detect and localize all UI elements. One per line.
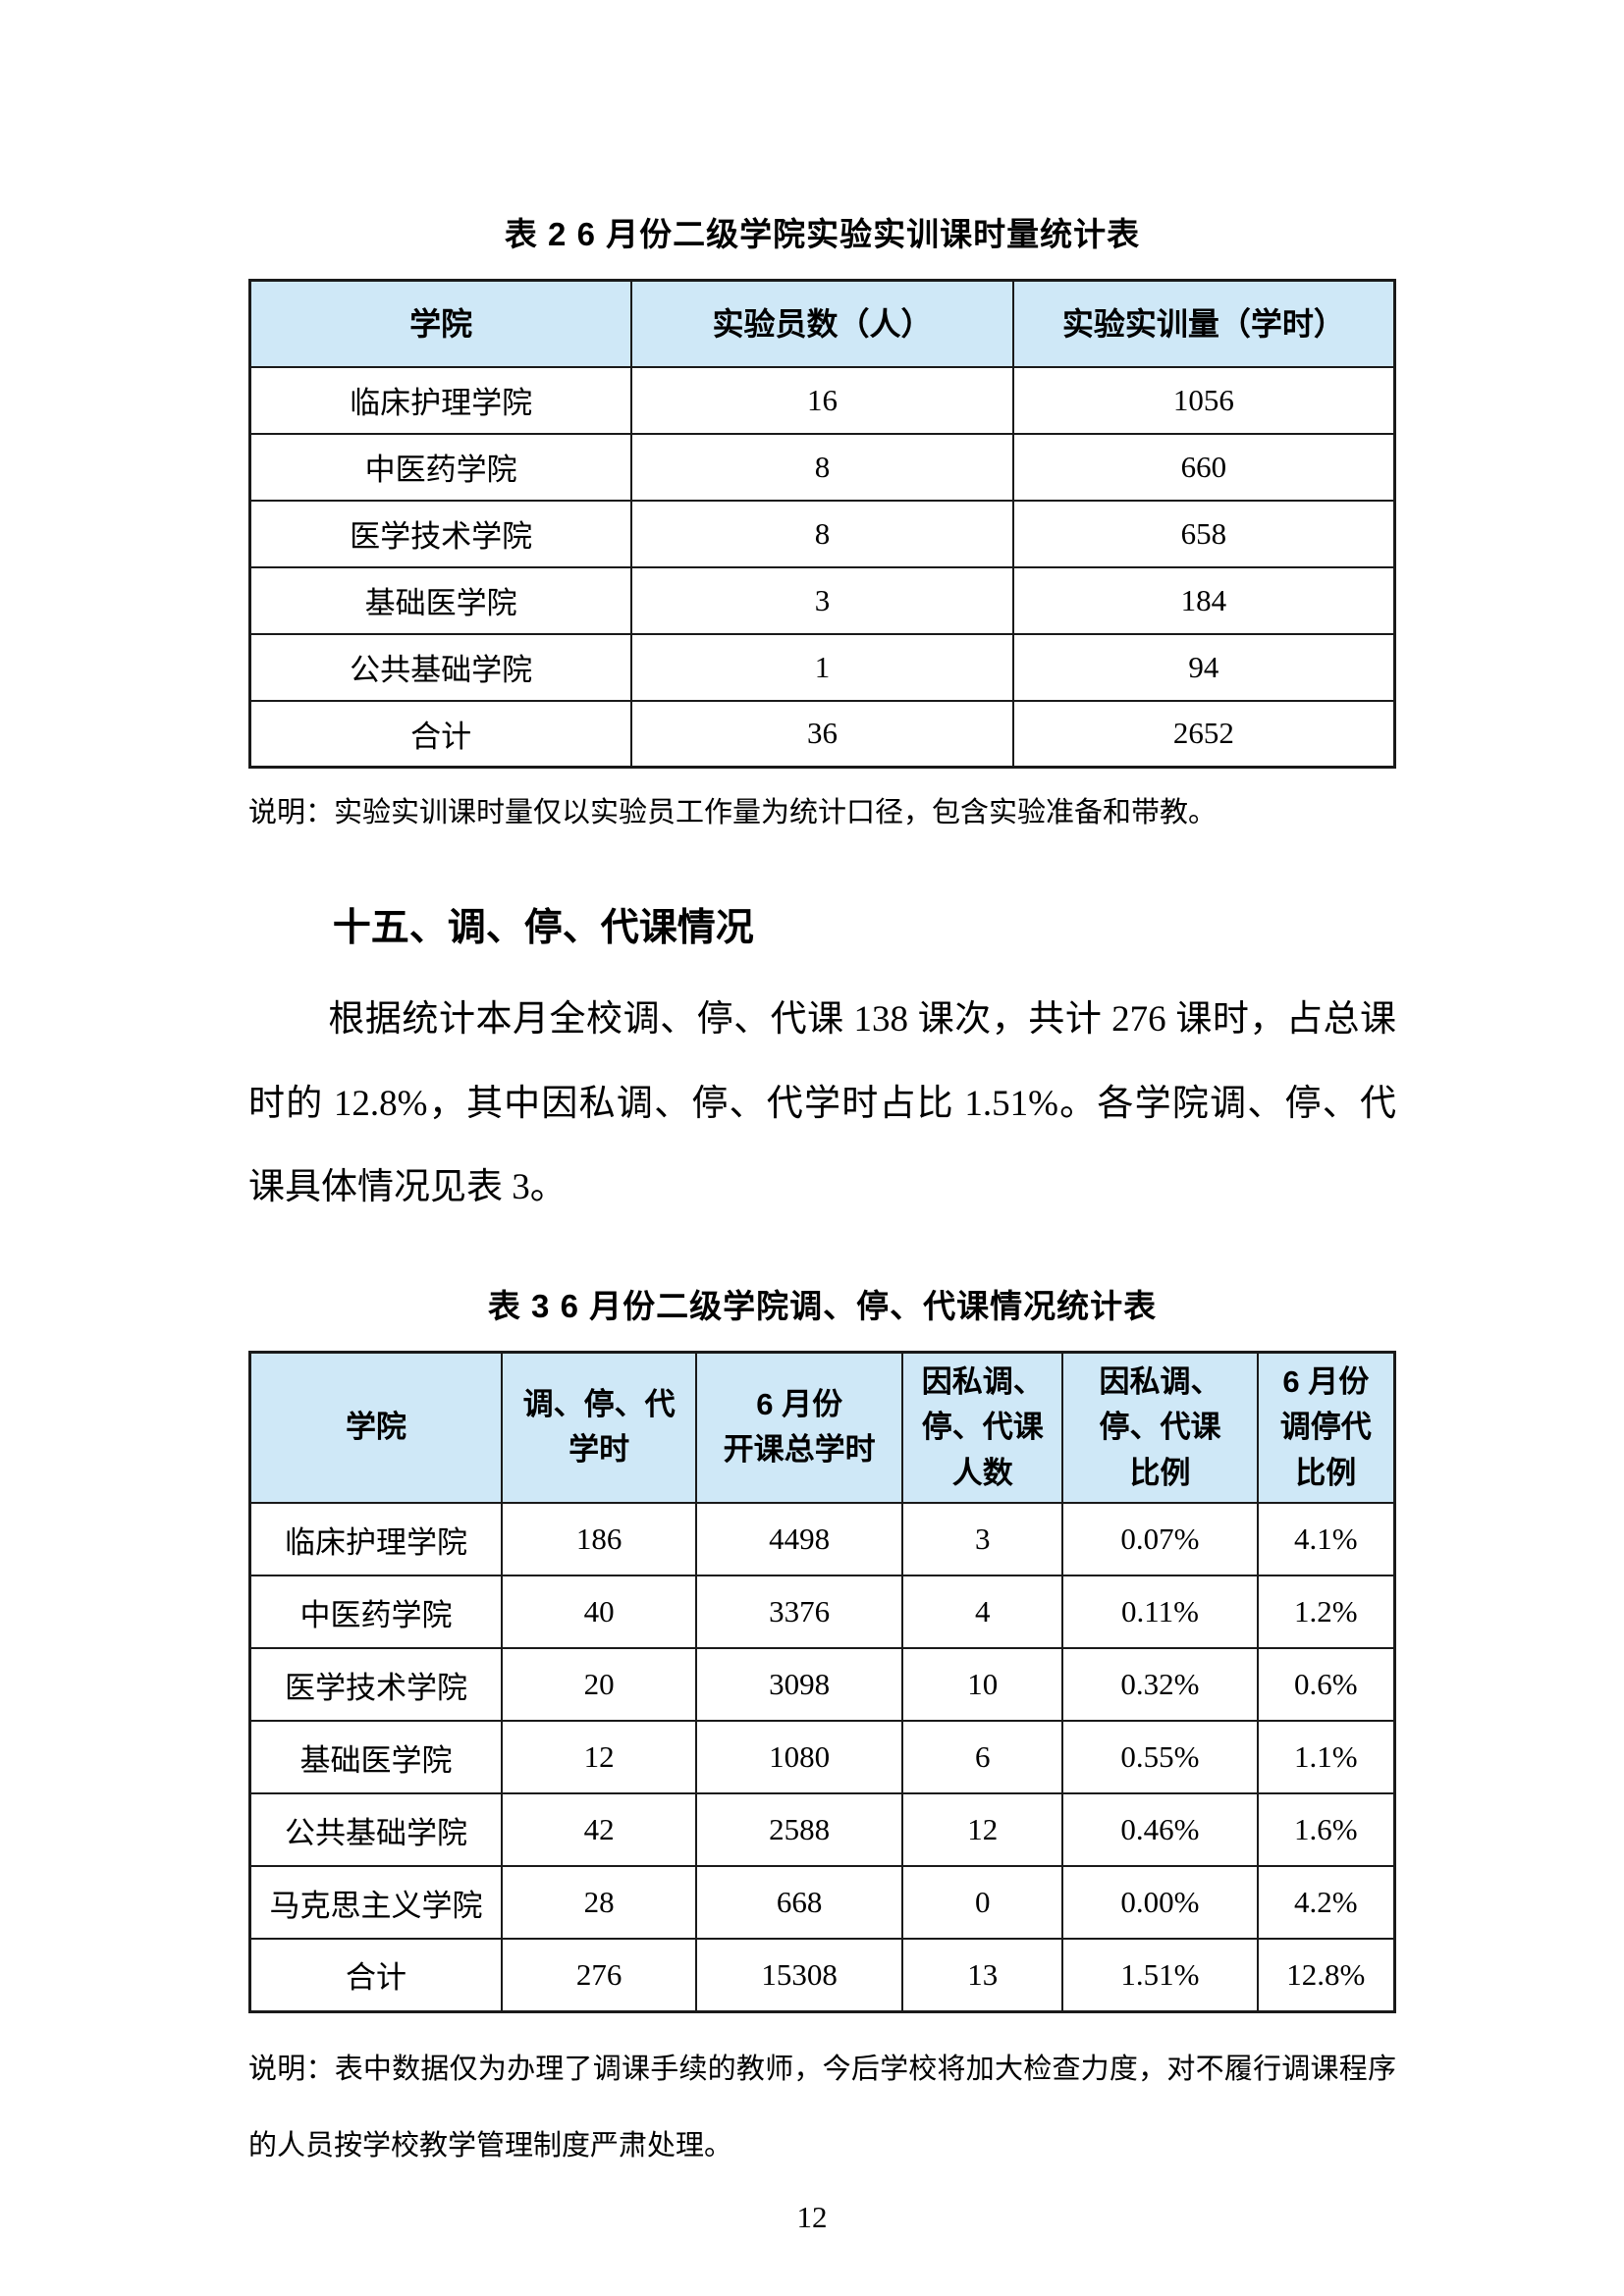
table-row: 基础医学院 12 1080 6 0.55% 1.1% bbox=[248, 1720, 1396, 1795]
column-header: 学院 bbox=[248, 1351, 504, 1505]
table-cell: 40 bbox=[501, 1575, 698, 1650]
table-cell: 0.6% bbox=[1256, 1647, 1396, 1723]
table-cell: 0.32% bbox=[1061, 1647, 1259, 1723]
column-header: 因私调、 停、代课 比例 bbox=[1061, 1351, 1259, 1505]
table2: 学院 实验员数（人） 实验实训量（学时） 临床护理学院 16 1056 中医药学院 8 660… bbox=[248, 279, 1396, 769]
table-cell: 10 bbox=[901, 1647, 1064, 1723]
table-row: 合计 36 2652 bbox=[248, 699, 1396, 769]
table-header-row: 学院 调、停、代 学时 6 月份 开课总学时 因私调、 停、代课 人数 因私调、 停、代… bbox=[248, 1351, 1396, 1505]
table-cell: 6 bbox=[901, 1720, 1064, 1795]
table-row: 医学技术学院 20 3098 10 0.32% 0.6% bbox=[248, 1647, 1396, 1723]
table-cell: 公共基础学院 bbox=[248, 1792, 504, 1868]
table2-note: 说明：实验实训课时量仅以实验员工作量为统计口径，包含实验准备和带教。 bbox=[248, 797, 1218, 828]
table-cell: 3 bbox=[901, 1502, 1064, 1577]
table-cell: 8 bbox=[630, 432, 1014, 502]
table3-note: 说明：表中数据仅为办理了调课手续的教师，今后学校将加大检查力度，对不履行调课程序… bbox=[248, 2053, 1396, 2163]
table-cell: 1.6% bbox=[1256, 1792, 1396, 1868]
table-cell: 2588 bbox=[695, 1792, 904, 1868]
table-cell: 8 bbox=[630, 499, 1014, 568]
table-cell: 2652 bbox=[1011, 699, 1396, 769]
column-header: 因私调、 停、代课 人数 bbox=[901, 1351, 1064, 1505]
table-cell: 合计 bbox=[248, 699, 633, 769]
column-header: 6 月份 调停代 比例 bbox=[1256, 1351, 1396, 1505]
table2-body: 临床护理学院 16 1056 中医药学院 8 660 医学技术学院 8 658 基础医学院 3 184… bbox=[248, 365, 1396, 769]
table-cell: 28 bbox=[501, 1865, 698, 1941]
table-cell: 42 bbox=[501, 1792, 698, 1868]
table-cell: 1 bbox=[630, 632, 1014, 702]
table-row: 临床护理学院 16 1056 bbox=[248, 365, 1396, 435]
table-cell: 1080 bbox=[695, 1720, 904, 1795]
table-cell: 0.46% bbox=[1061, 1792, 1259, 1868]
table-cell: 0.55% bbox=[1061, 1720, 1259, 1795]
table-cell: 0.07% bbox=[1061, 1502, 1259, 1577]
column-header: 调、停、代 学时 bbox=[501, 1351, 698, 1505]
table-cell: 13 bbox=[901, 1938, 1064, 2013]
table-cell: 668 bbox=[695, 1865, 904, 1941]
table-row: 基础医学院 3 184 bbox=[248, 565, 1396, 635]
table-cell: 1.1% bbox=[1256, 1720, 1396, 1795]
table-cell: 0 bbox=[901, 1865, 1064, 1941]
section-heading: 十五、调、停、代课情况 bbox=[332, 907, 754, 950]
column-header: 6 月份 开课总学时 bbox=[695, 1351, 904, 1505]
table-cell: 临床护理学院 bbox=[248, 1502, 504, 1577]
table-row: 合计 276 15308 13 1.51% 12.8% bbox=[248, 1938, 1396, 2013]
table-row: 公共基础学院 42 2588 12 0.46% 1.6% bbox=[248, 1792, 1396, 1868]
table-cell: 186 bbox=[501, 1502, 698, 1577]
table-cell: 中医药学院 bbox=[248, 1575, 504, 1650]
table-cell: 16 bbox=[630, 365, 1014, 435]
table-cell: 12.8% bbox=[1256, 1938, 1396, 2013]
table-cell: 1.51% bbox=[1061, 1938, 1259, 2013]
column-header: 学院 bbox=[248, 279, 633, 368]
table-cell: 基础医学院 bbox=[248, 565, 633, 635]
table-cell: 医学技术学院 bbox=[248, 1647, 504, 1723]
table-cell: 合计 bbox=[248, 1938, 504, 2013]
table-cell: 0.00% bbox=[1061, 1865, 1259, 1941]
page-number: 12 bbox=[796, 2200, 828, 2234]
table-row: 医学技术学院 8 658 bbox=[248, 499, 1396, 568]
table3-body: 临床护理学院 186 4498 3 0.07% 4.1% 中医药学院 40 3376 4 0.11%… bbox=[248, 1502, 1396, 2013]
table-cell: 4.2% bbox=[1256, 1865, 1396, 1941]
table-cell: 4498 bbox=[695, 1502, 904, 1577]
table-cell: 临床护理学院 bbox=[248, 365, 633, 435]
page-content: 表 2 6 月份二级学院实验实训课时量统计表 学院 实验员数（人） 实验实训量（学时… bbox=[248, 216, 1396, 2163]
table-row: 临床护理学院 186 4498 3 0.07% 4.1% bbox=[248, 1502, 1396, 1577]
section-paragraph: 根据统计本月全校调、停、代课 138 课次，共计 276 课时，占总课时的 12… bbox=[248, 999, 1396, 1207]
table-cell: 4 bbox=[901, 1575, 1064, 1650]
table-cell: 12 bbox=[901, 1792, 1064, 1868]
table-cell: 12 bbox=[501, 1720, 698, 1795]
table-cell: 3 bbox=[630, 565, 1014, 635]
table-cell: 184 bbox=[1011, 565, 1396, 635]
table-cell: 中医药学院 bbox=[248, 432, 633, 502]
table-cell: 94 bbox=[1011, 632, 1396, 702]
column-header: 实验实训量（学时） bbox=[1011, 279, 1396, 368]
table-cell: 医学技术学院 bbox=[248, 499, 633, 568]
table3: 学院 调、停、代 学时 6 月份 开课总学时 因私调、 停、代课 人数 因私调、 停、代… bbox=[248, 1350, 1396, 2013]
table2-header: 学院 实验员数（人） 实验实训量（学时） bbox=[248, 279, 1396, 368]
table-cell: 马克思主义学院 bbox=[248, 1865, 504, 1941]
table-row: 公共基础学院 1 94 bbox=[248, 632, 1396, 702]
table-cell: 4.1% bbox=[1256, 1502, 1396, 1577]
table-cell: 基础医学院 bbox=[248, 1720, 504, 1795]
table-cell: 660 bbox=[1011, 432, 1396, 502]
column-header: 实验员数（人） bbox=[630, 279, 1014, 368]
table-cell: 1056 bbox=[1011, 365, 1396, 435]
table-cell: 20 bbox=[501, 1647, 698, 1723]
table-cell: 3098 bbox=[695, 1647, 904, 1723]
table-cell: 3376 bbox=[695, 1575, 904, 1650]
table-row: 中医药学院 40 3376 4 0.11% 1.2% bbox=[248, 1575, 1396, 1650]
table-row: 中医药学院 8 660 bbox=[248, 432, 1396, 502]
table-cell: 36 bbox=[630, 699, 1014, 769]
table-cell: 15308 bbox=[695, 1938, 904, 2013]
table3-header: 学院 调、停、代 学时 6 月份 开课总学时 因私调、 停、代课 人数 因私调、 停、代… bbox=[248, 1351, 1396, 1505]
table-cell: 276 bbox=[501, 1938, 698, 2013]
table-header-row: 学院 实验员数（人） 实验实训量（学时） bbox=[248, 279, 1396, 368]
table-row: 马克思主义学院 28 668 0 0.00% 4.2% bbox=[248, 1865, 1396, 1941]
table3-title: 表 3 6 月份二级学院调、停、代课情况统计表 bbox=[487, 1287, 1158, 1324]
table-cell: 0.11% bbox=[1061, 1575, 1259, 1650]
table-cell: 公共基础学院 bbox=[248, 632, 633, 702]
table2-title: 表 2 6 月份二级学院实验实训课时量统计表 bbox=[504, 216, 1141, 252]
table-cell: 1.2% bbox=[1256, 1575, 1396, 1650]
table-cell: 658 bbox=[1011, 499, 1396, 568]
